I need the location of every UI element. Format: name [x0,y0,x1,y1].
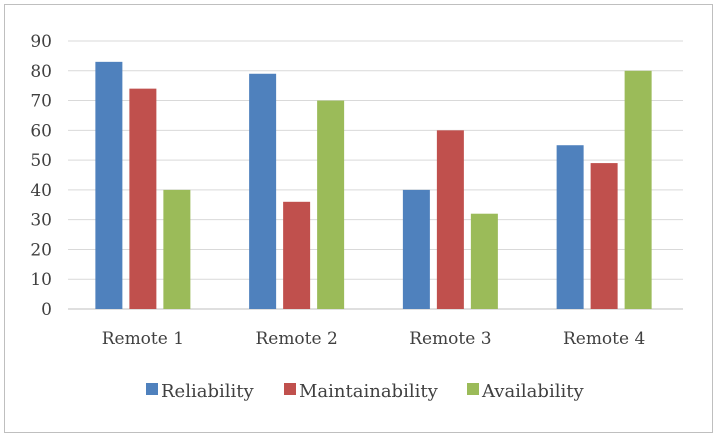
bar-reliability-remote-3 [402,189,430,309]
y-tick-label: 0 [41,300,52,320]
y-tick-label: 30 [30,211,52,231]
x-tick-label: Remote 4 [563,329,645,349]
y-tick-label: 80 [30,62,52,82]
legend-swatch-availability [467,383,479,395]
y-tick-label: 40 [30,181,52,201]
y-tick-label: 10 [30,270,52,290]
y-tick-label: 90 [30,32,52,52]
bar-availability-remote-2 [317,100,345,309]
bar-availability-remote-1 [163,189,191,309]
bar-maintainability-remote-1 [129,88,157,310]
bar-reliability-remote-1 [95,61,123,309]
legend-label-availability: Availability [481,381,584,402]
legend-label-maintainability: Maintainability [299,381,439,402]
x-tick-label: Remote 3 [409,329,491,349]
bar-maintainability-remote-4 [590,163,618,309]
y-tick-label: 50 [30,151,52,171]
y-tick-label: 20 [30,240,52,260]
y-tick-label: 70 [30,92,52,112]
x-axis-tick-labels: Remote 1 Remote 2 Remote 3 Remote 4 [102,329,646,349]
y-tick-label: 60 [30,121,52,141]
bar-maintainability-remote-3 [436,130,464,309]
bars [95,61,652,310]
legend-swatch-reliability [146,383,158,395]
bar-maintainability-remote-2 [283,201,311,309]
bar-availability-remote-4 [624,70,652,310]
x-tick-label: Remote 1 [102,329,184,349]
y-axis-tick-labels: 0 10 20 30 40 50 60 70 80 90 [30,32,52,320]
bar-reliability-remote-4 [556,145,584,309]
x-tick-label: Remote 2 [255,329,337,349]
legend-label-reliability: Reliability [161,381,254,402]
bar-availability-remote-3 [470,213,498,309]
bar-reliability-remote-2 [249,73,277,309]
legend-swatch-maintainability [284,383,296,395]
legend: Reliability Maintainability Availability [146,381,584,402]
